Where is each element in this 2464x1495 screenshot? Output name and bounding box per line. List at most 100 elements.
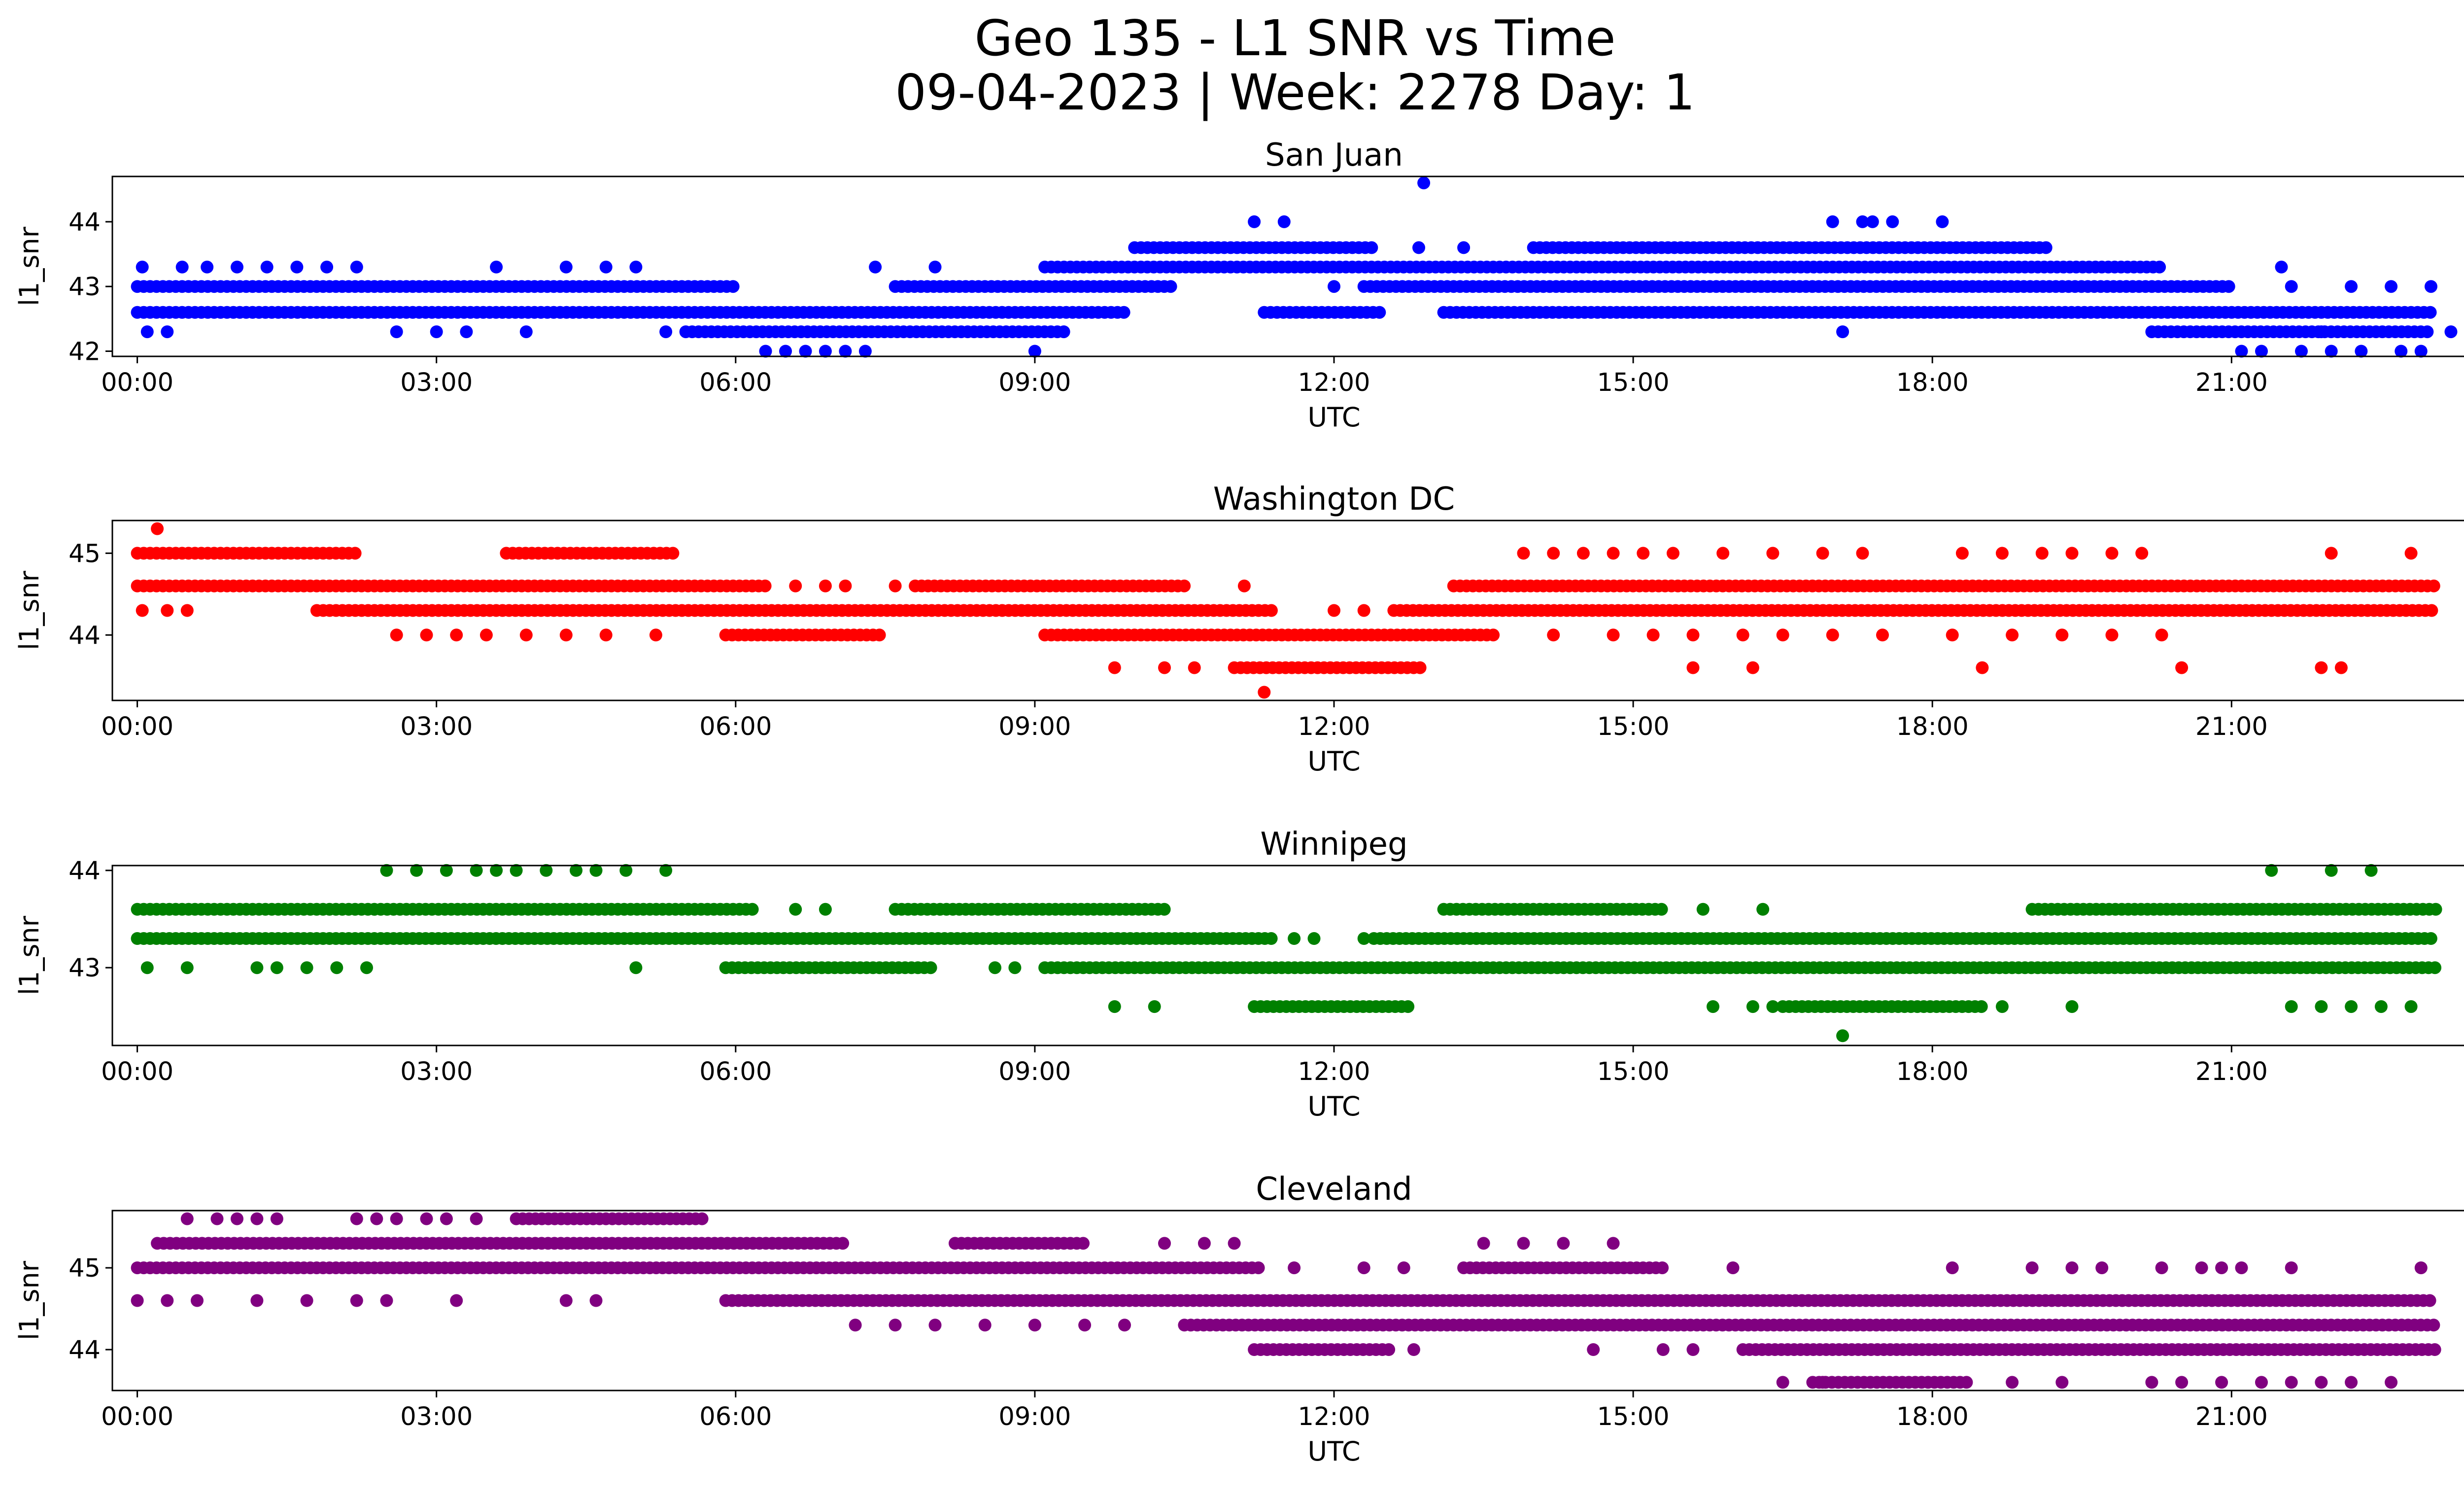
data-point bbox=[2404, 1000, 2418, 1013]
data-point bbox=[559, 628, 573, 642]
data-point bbox=[320, 260, 334, 274]
data-point bbox=[599, 260, 613, 274]
data-point bbox=[779, 345, 792, 358]
data-point bbox=[180, 961, 194, 974]
data-point bbox=[180, 604, 194, 617]
data-point bbox=[873, 628, 886, 642]
data-point bbox=[519, 628, 533, 642]
data-point bbox=[659, 864, 673, 877]
data-point bbox=[1328, 280, 1340, 293]
data-point bbox=[151, 522, 164, 535]
data-point bbox=[1587, 1343, 1600, 1356]
data-point bbox=[2222, 280, 2235, 293]
x-tick-label: 06:00 bbox=[699, 1057, 772, 1086]
data-point bbox=[619, 864, 633, 877]
data-point bbox=[2006, 628, 2019, 642]
data-point bbox=[1696, 903, 1710, 916]
data-point bbox=[440, 1212, 453, 1225]
data-point bbox=[1164, 280, 1177, 293]
x-tick-label: 12:00 bbox=[1298, 368, 1370, 397]
data-point bbox=[2055, 1376, 2069, 1389]
x-tick-label: 06:00 bbox=[699, 368, 772, 397]
x-tick-label: 03:00 bbox=[400, 712, 473, 741]
data-point bbox=[1457, 241, 1471, 254]
data-point bbox=[2345, 280, 2358, 293]
data-point bbox=[450, 628, 463, 642]
data-point bbox=[136, 604, 149, 617]
data-point bbox=[819, 345, 832, 358]
data-point bbox=[1413, 661, 1427, 674]
data-point bbox=[479, 628, 493, 642]
data-point bbox=[2374, 1000, 2388, 1013]
x-tick-label: 06:00 bbox=[699, 1402, 772, 1431]
x-axis-label: UTC bbox=[1307, 1091, 1360, 1122]
data-point bbox=[2065, 547, 2079, 560]
data-point bbox=[1382, 1343, 1396, 1356]
data-point bbox=[2429, 961, 2442, 974]
data-point bbox=[2444, 325, 2458, 339]
data-point bbox=[1178, 579, 1191, 592]
data-point bbox=[2315, 1000, 2328, 1013]
data-point bbox=[1248, 215, 1261, 228]
data-point bbox=[1402, 1000, 1415, 1013]
data-point bbox=[250, 1212, 264, 1225]
data-point bbox=[2235, 1261, 2248, 1275]
data-point bbox=[2424, 306, 2437, 319]
data-point bbox=[978, 1319, 992, 1332]
data-point bbox=[161, 325, 174, 339]
x-tick-label: 21:00 bbox=[2195, 1057, 2268, 1086]
data-point bbox=[1995, 547, 2009, 560]
data-point bbox=[695, 1212, 709, 1225]
data-point bbox=[2285, 1376, 2298, 1389]
data-point bbox=[210, 1212, 224, 1225]
data-point bbox=[1686, 661, 1700, 674]
data-point bbox=[1307, 932, 1321, 945]
data-point bbox=[629, 260, 643, 274]
data-point bbox=[420, 1212, 433, 1225]
data-point bbox=[758, 579, 772, 592]
data-point bbox=[1288, 1261, 1301, 1275]
data-point bbox=[889, 1319, 902, 1332]
data-point bbox=[2175, 661, 2189, 674]
x-tick-label: 12:00 bbox=[1298, 712, 1370, 741]
data-point bbox=[1028, 345, 1041, 358]
x-tick-label: 18:00 bbox=[1896, 1057, 1969, 1086]
data-point bbox=[1576, 547, 1590, 560]
data-point bbox=[1766, 1000, 1780, 1013]
subplot-winnipeg: Winnipeg 00:00 03:00 06:00 09:00 12:00 15:00 18… bbox=[14, 826, 2464, 1122]
data-point bbox=[2425, 280, 2437, 293]
data-point bbox=[819, 903, 832, 916]
data-point bbox=[470, 864, 483, 877]
data-point bbox=[300, 961, 313, 974]
data-point bbox=[1517, 547, 1530, 560]
data-point bbox=[989, 961, 1001, 974]
y-axis-label: l1_snr bbox=[14, 570, 45, 650]
data-point bbox=[1252, 1261, 1265, 1275]
y-tick-label: 45 bbox=[68, 539, 101, 568]
data-point bbox=[380, 864, 393, 877]
data-point bbox=[589, 864, 603, 877]
scatter-series bbox=[131, 864, 2442, 1043]
data-point bbox=[300, 1294, 313, 1307]
data-point bbox=[1836, 325, 1849, 339]
subplot-title: Cleveland bbox=[1256, 1171, 1412, 1208]
data-point bbox=[1707, 1000, 1719, 1013]
subplots: San Juan 00:00 03:00 06:00 09:00 12:00 15:00 18… bbox=[14, 137, 2464, 1467]
data-point bbox=[231, 1212, 243, 1225]
data-point bbox=[1816, 1376, 1829, 1389]
data-point bbox=[1117, 306, 1130, 319]
data-point bbox=[1637, 547, 1650, 560]
data-point bbox=[2155, 628, 2168, 642]
data-point bbox=[1667, 547, 1679, 560]
data-point bbox=[1746, 661, 1759, 674]
x-tick-label: 15:00 bbox=[1597, 712, 1670, 741]
data-point bbox=[2025, 1261, 2039, 1275]
data-point bbox=[490, 864, 503, 877]
data-point bbox=[350, 1212, 363, 1225]
y-tick-label: 44 bbox=[68, 857, 101, 886]
data-point bbox=[659, 325, 673, 339]
data-point bbox=[2105, 547, 2119, 560]
data-point bbox=[1726, 1261, 1740, 1275]
data-point bbox=[1328, 604, 1340, 617]
